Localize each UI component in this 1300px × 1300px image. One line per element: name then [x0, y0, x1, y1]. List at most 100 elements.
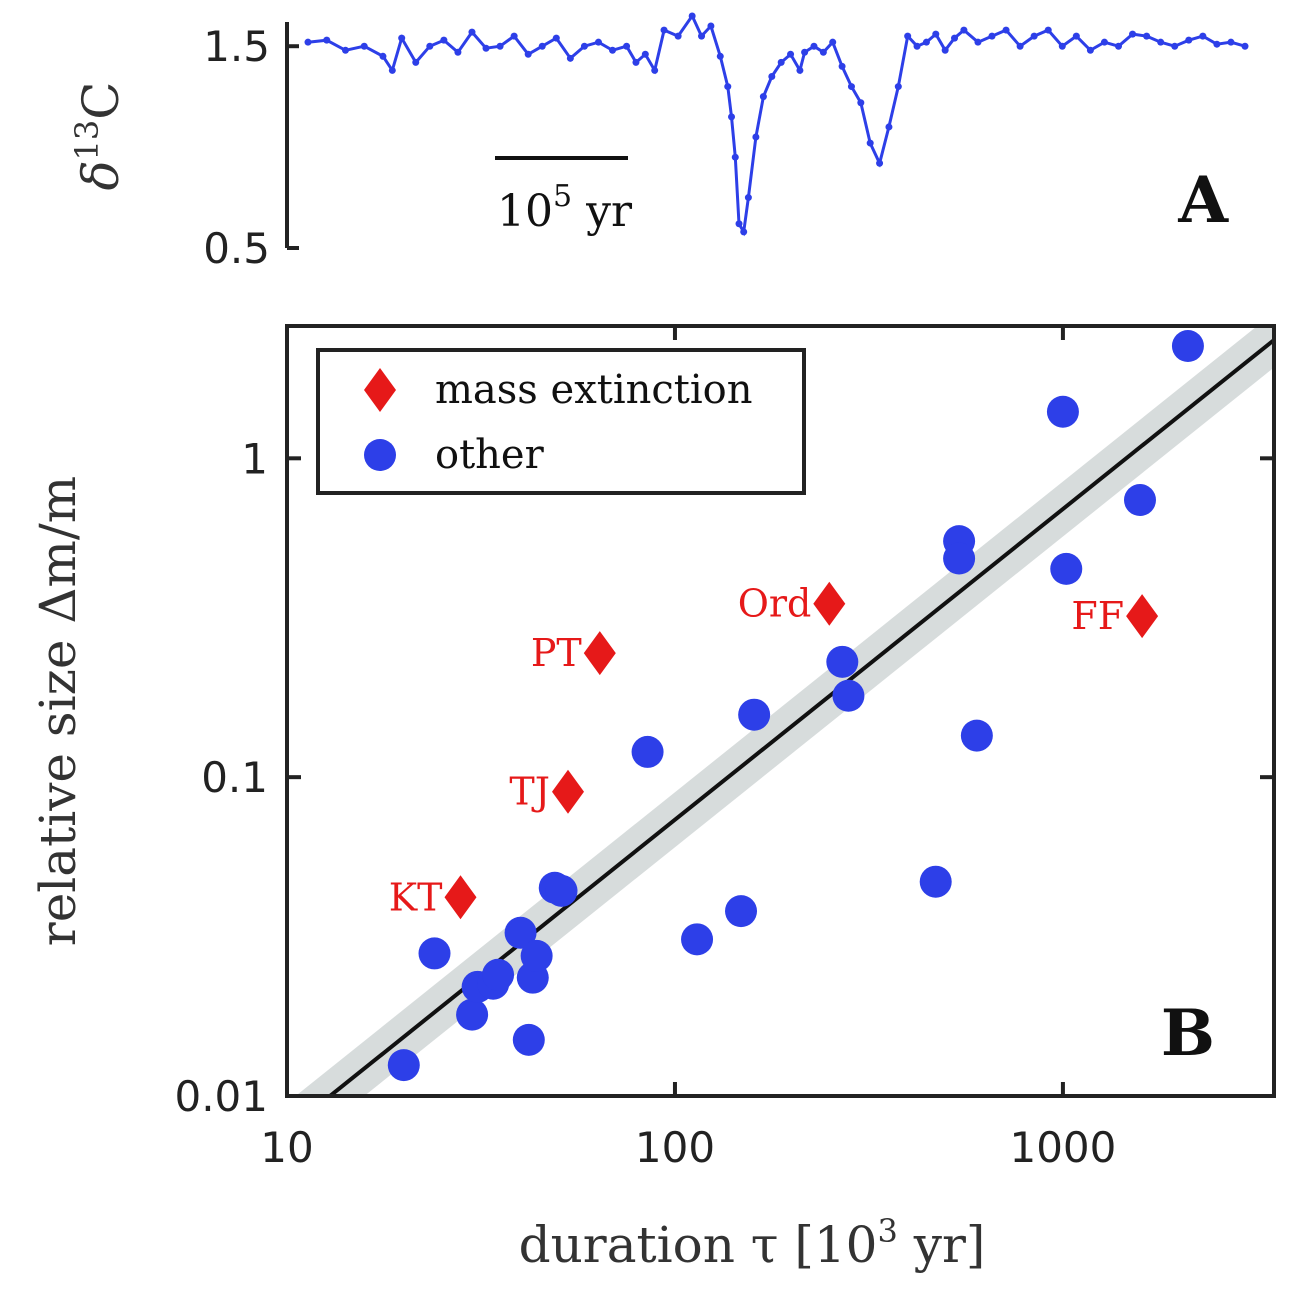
scale-bar-label: 105 yr [497, 179, 633, 237]
legend: mass extinction other [316, 348, 806, 495]
panel-a-data-point [674, 32, 682, 40]
panel-a-data-point [538, 42, 546, 50]
fit-confidence-band [295, 326, 1274, 1096]
panel-a-data-point [609, 46, 617, 54]
panel-a-data-point [810, 42, 818, 50]
panel-a-data-point [922, 38, 930, 46]
x-tick-label: 100 [635, 1123, 715, 1172]
panel-a-data-point [1115, 42, 1123, 50]
other-event-point [919, 865, 952, 898]
mass-extinction-point [552, 769, 584, 814]
panel-a-chart: 0.5 1.5 δ13C 105 yr A [68, 12, 1249, 273]
other-event-point [1050, 552, 1083, 585]
other-event-point [545, 874, 578, 907]
other-event-point [482, 958, 515, 991]
panel-b-event-labels: KT TJ PT Ord FF [389, 582, 1124, 920]
panel-a-tag: A [1177, 163, 1229, 238]
panel-a-data-point [412, 58, 420, 66]
panel-a-data-point [552, 34, 560, 42]
event-label-pt: PT [531, 631, 582, 675]
panel-a-data-point [398, 34, 406, 42]
x-tick-label: 10 [260, 1123, 313, 1172]
panel-a-data-point [829, 38, 837, 46]
panel-a-data-point [847, 83, 855, 91]
panel-a-data-point [716, 52, 724, 60]
other-event-point [960, 719, 993, 752]
other-event-point [738, 698, 771, 731]
panel-a-data-point [913, 42, 921, 50]
panel-a-data-point [1044, 26, 1052, 34]
panel-a-data-point [454, 48, 462, 56]
panel-a-data-point [388, 66, 396, 74]
panel-b-x-axis-label: duration τ [103 yr] [519, 1212, 986, 1274]
panel-a-data-point [759, 93, 767, 101]
other-event-point [681, 923, 714, 956]
panel-a-data-point [1157, 38, 1165, 46]
panel-a-data-point [482, 44, 490, 52]
panel-b-chart: KT TJ PT Ord FF 10 100 1000 0.01 0.1 1 mass extin… [29, 324, 1276, 1274]
other-event-point [1123, 484, 1156, 517]
y-tick-label: 0.01 [174, 1072, 268, 1121]
panel-a-data-point [819, 48, 827, 56]
panel-a-data-point [1016, 42, 1024, 50]
panel-a-data-point [777, 58, 785, 66]
panel-a-data-point [1129, 30, 1137, 38]
panel-a-data-point [426, 42, 434, 50]
panel-a-data-point [838, 62, 846, 70]
panel-a-data-point [876, 159, 884, 167]
other-event-point [631, 735, 664, 768]
panel-a-data-point [932, 30, 940, 38]
panel-a-data-point [752, 133, 760, 141]
panel-a-data-point [379, 52, 387, 60]
other-event-point [725, 895, 758, 928]
legend-box [316, 348, 806, 495]
mass-extinction-point [444, 875, 477, 920]
panel-a-data-point [731, 153, 739, 161]
panel-a-data-point [866, 139, 874, 147]
other-event-point [456, 998, 489, 1031]
legend-label-mass-extinction: mass extinction [435, 367, 753, 413]
panel-a-data-point [801, 48, 809, 56]
legend-label-other: other [435, 432, 545, 478]
event-label-ff: FF [1071, 594, 1124, 638]
panel-a-data-point [744, 194, 752, 202]
panel-a-data-point [1213, 40, 1221, 48]
y-tick-label: 1 [241, 434, 268, 483]
other-event-point [943, 542, 976, 575]
panel-a-data-point [728, 113, 736, 121]
panel-a-data-point [1030, 32, 1038, 40]
panel-a-data-point [740, 228, 748, 236]
panel-a-data-point [468, 28, 476, 36]
fit-region [295, 326, 1274, 1096]
other-event-point [418, 937, 451, 970]
panel-a-data-point [894, 83, 902, 91]
panel-a-data-point [1100, 38, 1108, 46]
panel-a-data-point [651, 66, 659, 74]
panel-a-data-point [1058, 42, 1066, 50]
other-event-point [1046, 395, 1079, 428]
panel-a-data-point [698, 32, 706, 40]
panel-b-scatter-points [387, 330, 1204, 1082]
panel-a-y-tick-label: 0.5 [203, 224, 270, 273]
fit-line [326, 338, 1274, 1096]
panel-a-data-point [768, 72, 776, 80]
event-label-kt: KT [389, 875, 443, 919]
panel-a-data-point [632, 58, 640, 66]
panel-a-data-point [974, 38, 982, 46]
panel-a-data-point [707, 22, 715, 30]
panel-a-data-point [1241, 42, 1249, 50]
panel-a-y-axis-label: δ13C [68, 81, 130, 190]
panel-a-data-point [1086, 46, 1094, 54]
x-tick-label: 1000 [1009, 1123, 1116, 1172]
panel-b-y-axis-label: relative size Δm/m [29, 476, 87, 946]
panel-a-data-point [885, 123, 893, 131]
panel-a-data-point [323, 36, 331, 44]
panel-b-axis-ticks: 10 100 1000 0.01 0.1 1 [174, 326, 1274, 1172]
other-event-point [826, 645, 859, 678]
panel-a-data-point [440, 36, 448, 44]
panel-a-data-point [496, 42, 504, 50]
panel-a-data-point [580, 42, 588, 50]
event-label-tj: TJ [509, 770, 550, 814]
panel-a-data-point [1171, 42, 1179, 50]
